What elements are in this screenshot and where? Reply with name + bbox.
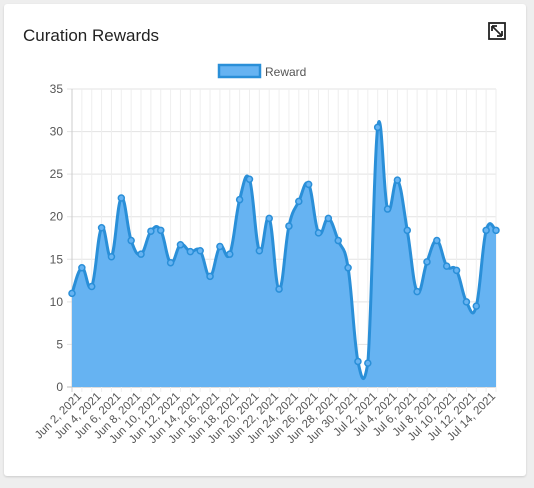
data-point: [492, 226, 500, 235]
data-point: [255, 247, 264, 255]
data-point: [452, 266, 461, 275]
y-tick-label: 10: [50, 295, 64, 309]
data-point: [245, 175, 254, 184]
data-point: [176, 241, 185, 249]
data-point: [117, 194, 126, 202]
data-point: [442, 262, 451, 270]
data-point: [235, 195, 244, 204]
data-point: [403, 226, 412, 235]
data-point: [127, 236, 135, 245]
data-point: [97, 224, 106, 232]
data-point: [137, 250, 145, 258]
data-point: [206, 272, 214, 281]
data-point: [314, 229, 323, 237]
y-tick-label: 25: [50, 167, 64, 181]
y-tick-label: 20: [50, 210, 64, 224]
y-tick-label: 35: [50, 82, 64, 96]
data-point: [285, 222, 293, 230]
card-title: Curation Rewards: [23, 26, 160, 45]
data-point: [482, 226, 490, 235]
data-point: [78, 264, 86, 272]
data-point: [216, 242, 224, 251]
reward-area: [72, 121, 496, 387]
data-point: [196, 247, 204, 255]
data-point: [344, 264, 352, 272]
expand-icon: [488, 22, 506, 40]
data-point: [295, 197, 303, 206]
data-point: [383, 205, 392, 213]
data-point: [364, 359, 372, 367]
data-point: [87, 282, 96, 291]
data-point: [462, 298, 471, 306]
data-point: [472, 302, 481, 310]
data-point: [107, 252, 116, 261]
data-point: [166, 258, 175, 267]
y-tick-label: 5: [56, 337, 63, 351]
data-point: [275, 285, 283, 293]
y-tick-label: 0: [56, 380, 63, 394]
data-point: [423, 258, 431, 266]
y-tick-label: 30: [50, 125, 64, 139]
data-point: [147, 227, 155, 235]
data-point: [324, 214, 333, 223]
data-point: [265, 214, 273, 223]
data-point: [68, 289, 76, 298]
data-point: [393, 176, 402, 184]
data-point: [433, 236, 441, 245]
legend-label: Reward: [265, 65, 306, 79]
data-point: [186, 247, 195, 256]
y-tick-label: 15: [50, 252, 64, 266]
expand-button[interactable]: [488, 22, 506, 40]
data-point: [226, 250, 234, 258]
data-point: [334, 236, 342, 245]
data-point: [413, 287, 421, 296]
legend-swatch: [217, 63, 262, 79]
data-point: [304, 180, 313, 189]
data-point: [373, 123, 382, 132]
data-point: [156, 226, 165, 235]
data-point: [354, 357, 362, 366]
